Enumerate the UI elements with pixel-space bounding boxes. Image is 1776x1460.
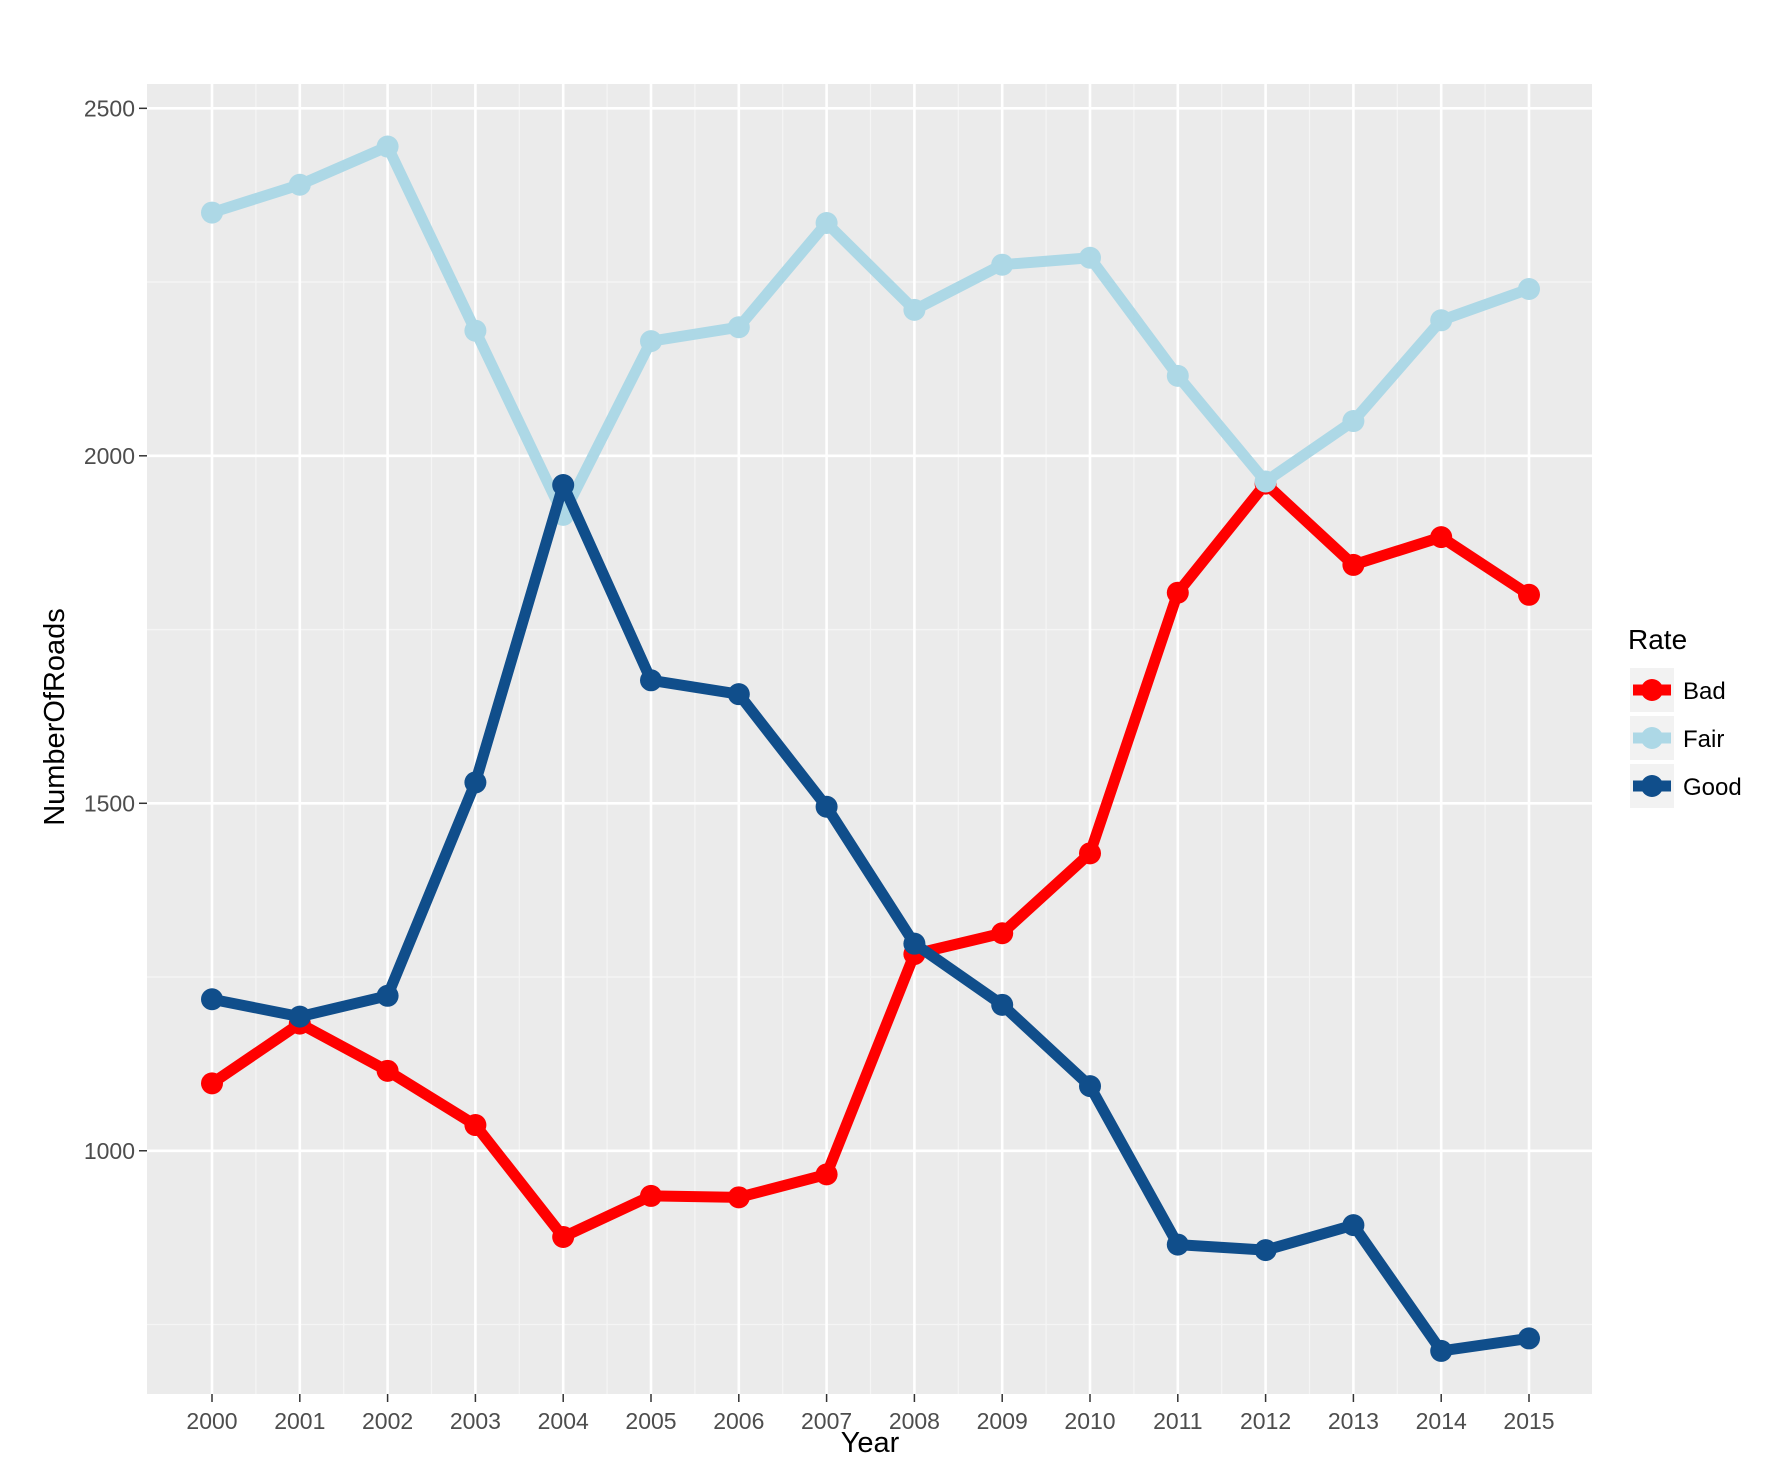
x-tick-label: 2012	[1240, 1408, 1291, 1434]
data-point-good	[903, 932, 926, 955]
data-point-good	[376, 984, 399, 1007]
data-point-good	[1254, 1239, 1277, 1262]
series-line-bad	[206, 478, 1535, 1243]
data-point-fair	[903, 298, 926, 321]
x-tick-label: 2006	[713, 1408, 764, 1434]
data-point-good	[727, 683, 750, 706]
data-point-fair	[1166, 364, 1189, 387]
axis-layer: 1000 1500 2000 2500 2000 2001 2002 2003 2004 2005…	[84, 95, 1555, 1434]
data-point-fair	[727, 316, 750, 339]
x-tick-label: 2011	[1153, 1408, 1202, 1434]
x-tick-label: 2007	[801, 1408, 852, 1434]
series-line-good	[206, 479, 1535, 1357]
x-tick-label: 2004	[538, 1408, 589, 1434]
data-point-good	[991, 993, 1014, 1016]
x-tick-label: 2013	[1328, 1408, 1379, 1434]
x-tick-label: 2014	[1416, 1408, 1467, 1434]
legend-key-point	[1641, 727, 1663, 749]
data-point-good	[288, 1005, 311, 1028]
data-point-good	[1342, 1214, 1365, 1237]
x-tick-label: 2002	[362, 1408, 413, 1434]
data-point-bad	[1430, 526, 1453, 549]
data-point-good	[815, 795, 838, 818]
data-point-bad	[1518, 583, 1540, 606]
data-point-bad	[201, 1072, 223, 1095]
data-point-good	[1079, 1075, 1101, 1098]
data-point-bad	[1079, 842, 1101, 865]
data-point-fair	[640, 330, 662, 353]
x-tick-label: 2010	[1064, 1408, 1115, 1434]
data-point-bad	[991, 922, 1014, 945]
data-point-fair	[201, 201, 223, 224]
data-point-bad	[1342, 553, 1365, 576]
data-point-good	[1430, 1339, 1453, 1362]
legend-label-good: Good	[1683, 774, 1742, 801]
data-point-bad	[376, 1059, 399, 1082]
data-point-fair	[1518, 278, 1540, 301]
data-point-good	[552, 473, 575, 496]
legend: Rate Bad Fair Good	[1628, 624, 1742, 808]
data-point-fair	[1254, 470, 1277, 493]
legend-key-point	[1641, 679, 1663, 701]
data-point-bad	[640, 1184, 662, 1207]
data-point-bad	[815, 1163, 838, 1186]
series-line-fair	[206, 141, 1535, 521]
data-point-fair	[1079, 246, 1101, 269]
data-point-good	[1518, 1327, 1540, 1350]
grid-minor	[147, 84, 1592, 1394]
data-point-fair	[1342, 410, 1365, 433]
data-point-fair	[991, 253, 1014, 276]
data-point-good	[640, 669, 662, 692]
data-point-bad	[464, 1114, 487, 1137]
grid-major	[147, 84, 1592, 1394]
data-point-fair	[288, 173, 311, 196]
legend-key-point	[1641, 775, 1663, 797]
x-tick-label: 2001	[274, 1408, 325, 1434]
y-tick-label: 2000	[84, 443, 135, 469]
data-point-fair	[1430, 309, 1453, 332]
series-layer	[201, 135, 1540, 1362]
data-point-good	[201, 988, 223, 1011]
y-tick-label: 1000	[84, 1138, 135, 1164]
legend-label-bad: Bad	[1683, 678, 1726, 705]
data-point-fair	[376, 135, 399, 158]
data-point-fair	[464, 319, 487, 342]
data-point-bad	[1166, 581, 1189, 604]
y-tick-label: 1500	[84, 790, 135, 816]
x-tick-label: 2003	[450, 1408, 501, 1434]
x-tick-label: 2005	[625, 1408, 676, 1434]
x-tick-label: 2000	[186, 1408, 237, 1434]
data-point-fair	[815, 211, 838, 234]
y-tick-label: 2500	[84, 95, 135, 121]
data-point-bad	[727, 1186, 750, 1209]
x-tick-label: 2015	[1503, 1408, 1554, 1434]
y-axis-title: NumberOfRoads	[39, 608, 71, 826]
panel-background	[147, 84, 1592, 1394]
x-axis-title: Year	[841, 1427, 900, 1459]
data-point-good	[464, 771, 487, 794]
data-point-good	[1166, 1233, 1189, 1256]
x-tick-label: 2008	[889, 1408, 940, 1434]
data-point-bad	[552, 1225, 575, 1248]
legend-title: Rate	[1628, 624, 1687, 655]
x-tick-label: 2009	[977, 1408, 1028, 1434]
legend-label-fair: Fair	[1683, 726, 1724, 753]
